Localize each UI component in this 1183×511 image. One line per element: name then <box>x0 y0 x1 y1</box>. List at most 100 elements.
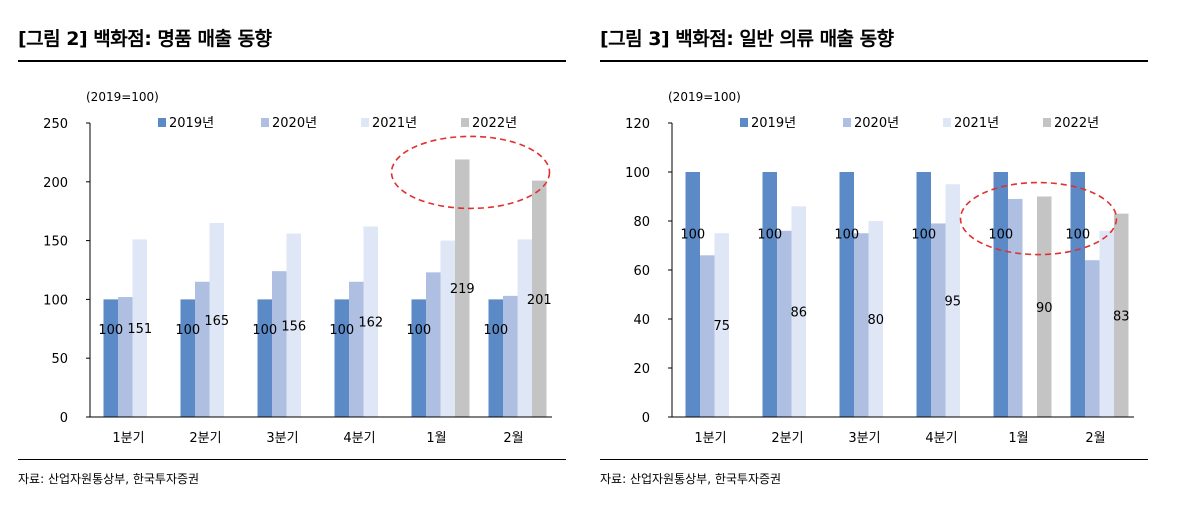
bar <box>440 240 455 417</box>
data-label: 100 <box>483 323 508 338</box>
y-tick-label: 120 <box>625 117 650 132</box>
data-label: 219 <box>450 282 475 297</box>
bar <box>532 180 547 417</box>
x-tick-label: 2월 <box>503 431 523 446</box>
data-label: 90 <box>1036 301 1053 316</box>
bar <box>180 299 195 417</box>
bar <box>209 222 224 417</box>
bar <box>455 159 470 417</box>
bar <box>118 297 133 417</box>
source-note: 자료: 산업자원통상부, 한국투자증권 <box>600 472 782 486</box>
data-label: 100 <box>175 323 200 338</box>
bar-chart-luxury: (2019=100) 2019년 2020년 2021년 2022년 0 50 100 150 2… <box>43 90 552 446</box>
legend-label: 2021년 <box>954 116 999 131</box>
bar <box>714 233 729 417</box>
legend-swatch <box>1043 118 1051 127</box>
y-tick-label: 0 <box>60 411 68 426</box>
legend-label: 2019년 <box>751 116 796 131</box>
bar <box>1037 196 1052 417</box>
bar <box>854 233 869 417</box>
bar <box>868 221 883 417</box>
bar <box>916 172 931 417</box>
bar <box>195 281 210 417</box>
legend-label: 2020년 <box>854 116 899 131</box>
bar <box>839 172 854 417</box>
x-tick-label: 4분기 <box>925 431 957 446</box>
data-label: 75 <box>713 319 730 334</box>
bar <box>103 299 118 417</box>
x-tick-label: 3분기 <box>266 431 298 446</box>
bar <box>517 239 532 417</box>
data-label: 100 <box>911 227 936 242</box>
y-tick-label: 100 <box>625 166 650 181</box>
legend-label: 2020년 <box>272 116 317 131</box>
data-label: 100 <box>988 227 1013 242</box>
legend-swatch <box>843 118 851 127</box>
x-tick-label: 1월 <box>1008 431 1028 446</box>
data-label: 100 <box>1065 227 1090 242</box>
x-tick-label: 4분기 <box>343 431 375 446</box>
data-label: 95 <box>944 295 961 310</box>
bar <box>1099 230 1114 417</box>
data-label: 162 <box>358 316 383 331</box>
legend-swatch <box>740 118 748 127</box>
data-label: 100 <box>757 227 782 242</box>
legend-swatch <box>943 118 951 127</box>
data-label: 100 <box>98 323 123 338</box>
bar <box>488 299 503 417</box>
y-tick-label: 60 <box>633 264 650 279</box>
data-label: 100 <box>406 323 431 338</box>
y-tick-label: 20 <box>633 362 650 377</box>
data-label: 151 <box>127 322 152 337</box>
x-tick-label: 2분기 <box>771 431 803 446</box>
bar <box>426 272 441 417</box>
bar <box>286 233 301 417</box>
bar <box>777 230 792 417</box>
y-tick-label: 50 <box>51 352 68 367</box>
highlight-ellipse <box>959 181 1118 256</box>
legend-label: 2022년 <box>472 116 517 131</box>
y-tick-label: 200 <box>43 176 68 191</box>
bar <box>791 206 806 417</box>
bar <box>1085 260 1100 417</box>
y-tick-label: 40 <box>633 313 650 328</box>
bar <box>257 299 272 417</box>
unit-label: (2019=100) <box>86 90 159 104</box>
x-tick-label: 1분기 <box>112 431 144 446</box>
bar <box>132 239 147 417</box>
data-label: 201 <box>527 293 552 308</box>
data-label: 165 <box>204 314 229 329</box>
bar <box>334 299 349 417</box>
source-note: 자료: 산업자원통상부, 한국투자증권 <box>18 472 200 486</box>
bar <box>762 172 777 417</box>
data-label: 100 <box>680 227 705 242</box>
bar <box>272 271 287 417</box>
title-divider <box>18 60 566 62</box>
data-label: 100 <box>329 323 354 338</box>
y-tick-label: 150 <box>43 235 68 250</box>
bar <box>1070 172 1085 417</box>
x-tick-label: 1분기 <box>694 431 726 446</box>
data-label: 80 <box>867 313 884 328</box>
x-tick-label: 3분기 <box>848 431 880 446</box>
legend-label: 2021년 <box>372 116 417 131</box>
y-tick-label: 100 <box>43 293 68 308</box>
x-tick-label: 2월 <box>1085 431 1105 446</box>
legend-swatch <box>158 118 166 127</box>
bar <box>945 184 960 417</box>
bar <box>411 299 426 417</box>
bar <box>700 255 715 417</box>
y-tick-label: 0 <box>642 411 650 426</box>
footer-divider <box>600 459 1148 460</box>
chart-panel-apparel: [그림 3] 백화점: 일반 의류 매출 동향 (2019=100) 2019년 2… <box>600 0 1166 511</box>
x-tick-label: 2분기 <box>189 431 221 446</box>
bar <box>1114 213 1129 417</box>
bar-chart-apparel: (2019=100) 2019년 2020년 2021년 2022년 0 20 40 60 80 1… <box>625 90 1134 446</box>
bar <box>349 281 364 417</box>
chart-title: [그림 3] 백화점: 일반 의류 매출 동향 <box>600 28 894 50</box>
y-tick-label: 250 <box>43 117 68 132</box>
bar <box>931 223 946 417</box>
bar <box>503 295 518 417</box>
data-label: 83 <box>1113 309 1130 324</box>
legend-swatch <box>261 118 269 127</box>
